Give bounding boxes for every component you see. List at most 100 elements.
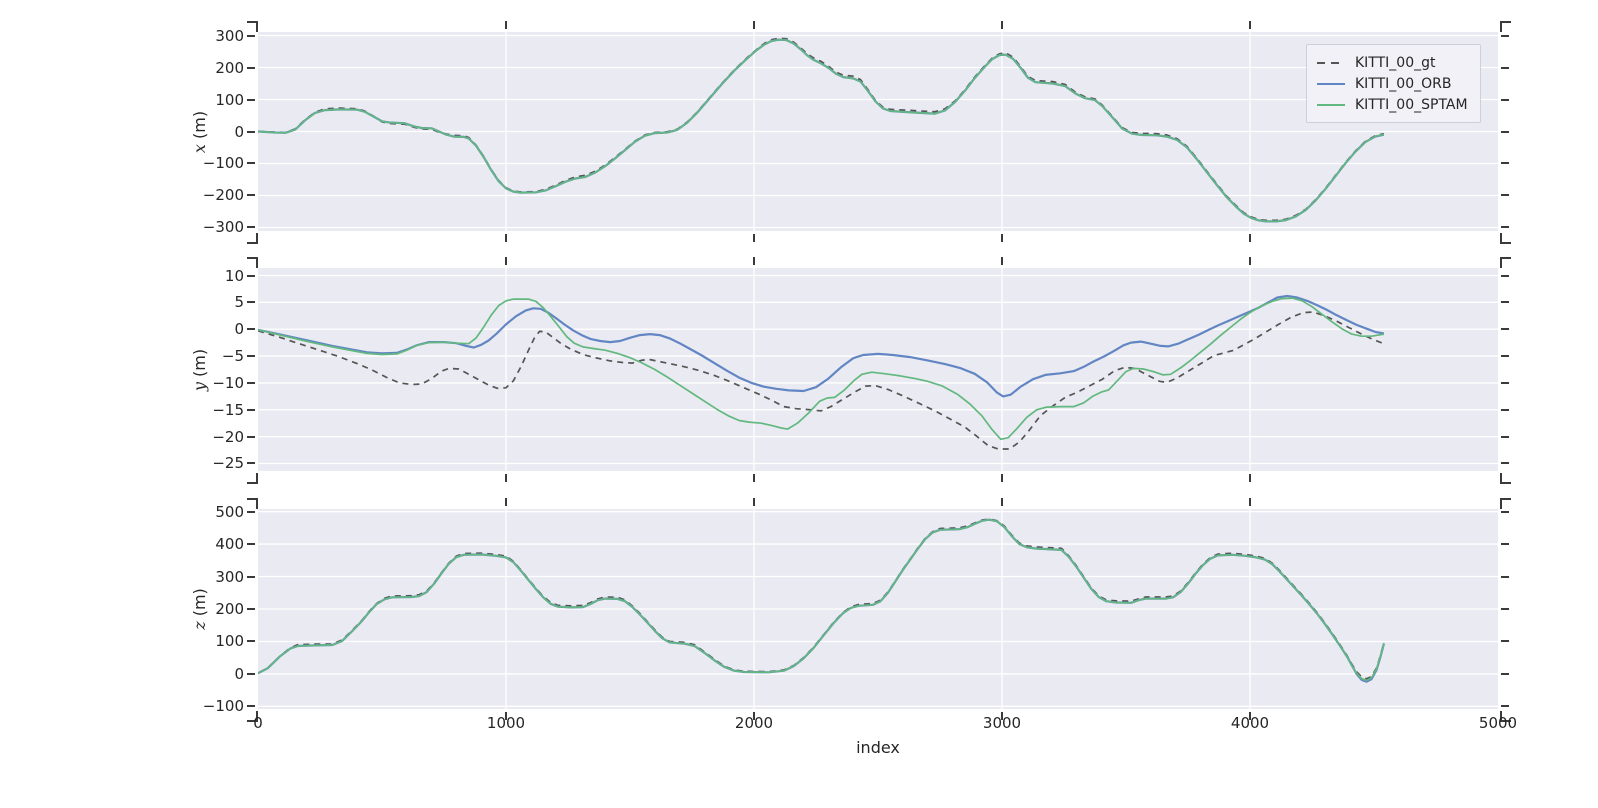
ytick-label-x: −200 [202,186,244,205]
axis-corner-mark [1500,498,1511,509]
tick-right [1501,355,1509,358]
tick-left [247,640,255,643]
xtick-label: 5000 [1478,714,1518,732]
tick-bottom [753,474,755,482]
tick-right [1501,543,1509,546]
legend-label-gt: KITTI_00_gt [1355,54,1436,71]
tick-right [1501,194,1509,197]
tick-left [247,274,255,277]
tick-top [505,257,507,265]
tick-left [247,130,255,133]
tick-right [1501,34,1509,37]
tick-bottom [753,712,755,720]
ytick-label-y: −5 [221,347,244,366]
tick-left [247,301,255,304]
ytick-label-z: 500 [215,502,244,521]
y-axis-var-x: x [190,143,209,153]
tick-top [505,498,507,506]
y-axis-label-x: x (m) [190,72,210,192]
ytick-label-x: 200 [215,58,244,77]
tick-top [1249,257,1251,265]
ytick-label-x: −300 [202,218,244,237]
axis-corner-mark [1500,21,1511,32]
xtick-label: 2000 [734,714,774,732]
ytick-label-z: 0 [234,664,244,683]
tick-left [247,543,255,546]
ytick-label-y: 5 [234,293,244,312]
tick-right [1501,575,1509,578]
ytick-label-x: 0 [234,122,244,141]
tick-right [1501,381,1509,384]
ytick-label-y: −20 [212,427,244,446]
series-sptam-x [258,38,1385,223]
xtick-label: 1000 [486,714,526,732]
tick-bottom [1249,474,1251,482]
axis-corner-mark [1500,233,1511,244]
tick-left [247,162,255,165]
tick-right [1501,274,1509,277]
tick-bottom [1001,234,1003,242]
plot-panel-z [258,509,1498,709]
legend-item-gt: KITTI_00_gt [1317,52,1468,73]
ytick-label-z: 300 [215,567,244,586]
ytick-label-z: 100 [215,632,244,651]
tick-right [1501,130,1509,133]
tick-bottom [1001,712,1003,720]
tick-right [1501,462,1509,465]
axis-corner-mark [247,257,258,268]
ytick-label-z: 200 [215,600,244,618]
y-axis-unit-x: (m) [190,110,209,144]
axis-corner-mark [1500,473,1511,484]
tick-top [1249,21,1251,29]
xtick-label: 4000 [1230,714,1270,732]
legend-line-sample-gt [1317,61,1345,64]
tick-left [247,462,255,465]
tick-right [1501,408,1509,411]
y-axis-var-z: z [190,621,209,630]
tick-right [1501,640,1509,643]
tick-left [247,408,255,411]
ytick-label-y: −15 [212,400,244,419]
y-axis-unit-z: (m) [190,588,209,622]
tick-right [1501,705,1509,708]
tick-bottom [753,234,755,242]
tick-top [1249,498,1251,506]
tick-left [247,194,255,197]
axis-corner-mark [247,711,258,722]
ytick-label-x: 300 [215,26,244,45]
tick-top [753,498,755,506]
series-gt-z [258,518,1385,680]
y-axis-label-y: y (m) [190,310,210,430]
ytick-label-y: 10 [224,266,244,285]
tick-left [247,435,255,438]
plot-panel-y [258,268,1498,471]
xtick-label: 0 [253,714,263,732]
tick-left [247,381,255,384]
plot-canvas-y [258,268,1498,471]
tick-bottom [1001,474,1003,482]
tick-left [247,66,255,69]
ytick-label-z: −100 [202,697,244,716]
tick-top [753,257,755,265]
series-orb-y [258,294,1385,398]
tick-left [247,705,255,708]
axis-corner-mark [1500,711,1511,722]
y-axis-unit-y: (m) [190,348,209,382]
plot-canvas-z [258,509,1498,709]
tick-right [1501,66,1509,69]
series-gt-x [258,37,1385,222]
tick-left [247,510,255,513]
axis-corner-mark [247,21,258,32]
ytick-label-y: −10 [212,373,244,392]
tick-right [1501,510,1509,513]
ytick-label-y: 0 [234,320,244,339]
tick-right [1501,301,1509,304]
tick-left [247,98,255,101]
x-axis-label: index [856,738,900,757]
tick-left [247,608,255,610]
y-axis-var-y: y [190,381,209,391]
tick-right [1501,98,1509,101]
tick-right [1501,672,1509,675]
legend-line-sample-orb [1317,82,1345,85]
